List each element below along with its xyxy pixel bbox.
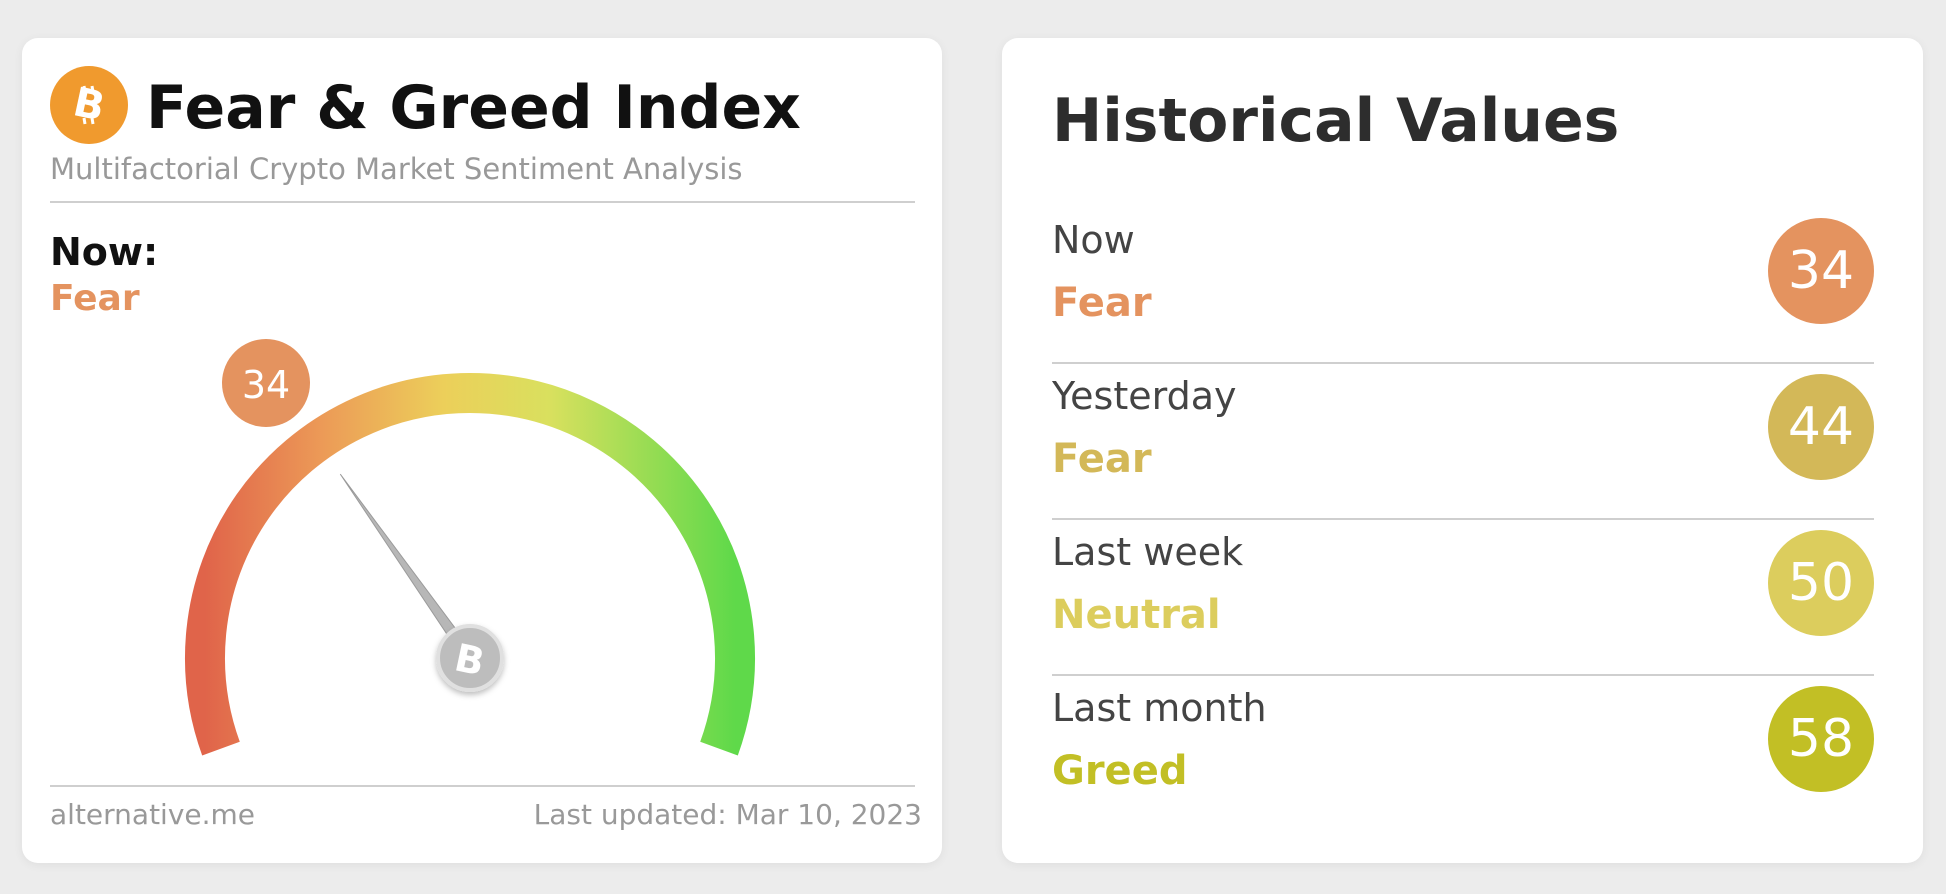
history-period: Last week [1052,530,1244,574]
needle-hub-bitcoin-icon: B [436,624,504,692]
fear-greed-widget: B Fear & Greed Index Multifactorial Cryp… [22,38,942,863]
bitcoin-icon: B [50,66,128,144]
svg-text:B: B [69,80,108,130]
gauge-value-text: 34 [242,363,290,407]
history-value-badge: 34 [1768,218,1874,324]
history-value-badge: 44 [1768,374,1874,480]
history-row-yesterday: Yesterday Fear 44 [1052,364,1874,520]
history-period: Yesterday [1052,374,1237,418]
historical-title: Historical Values [1052,86,1620,156]
history-classification: Fear [1052,280,1152,326]
now-classification: Fear [50,278,140,319]
footer-divider [50,785,915,787]
widget-subtitle: Multifactorial Crypto Market Sentiment A… [50,152,743,186]
history-row-now: Now Fear 34 [1052,208,1874,364]
widget-title: Fear & Greed Index [146,73,801,143]
source-link[interactable]: alternative.me [50,798,256,831]
history-period: Last month [1052,686,1267,730]
sentiment-gauge: B 34 [185,339,755,756]
history-row-last-month: Last month Greed 58 [1052,676,1874,830]
history-classification: Greed [1052,748,1188,794]
history-value-badge: 58 [1768,686,1874,792]
gauge-arc [185,373,755,756]
gauge-value-badge: 34 [222,339,310,427]
history-period: Now [1052,218,1135,262]
history-row-last-week: Last week Neutral 50 [1052,520,1874,676]
history-value-badge: 50 [1768,530,1874,636]
now-label: Now: [50,230,159,274]
historical-values-panel: Historical Values Now Fear 34 Yesterday … [1002,38,1923,863]
header-divider [50,201,915,203]
history-classification: Neutral [1052,592,1221,638]
history-classification: Fear [1052,436,1152,482]
historical-list: Now Fear 34 Yesterday Fear 44 Last week … [1052,208,1874,830]
last-updated: Last updated: Mar 10, 2023 [533,798,922,831]
